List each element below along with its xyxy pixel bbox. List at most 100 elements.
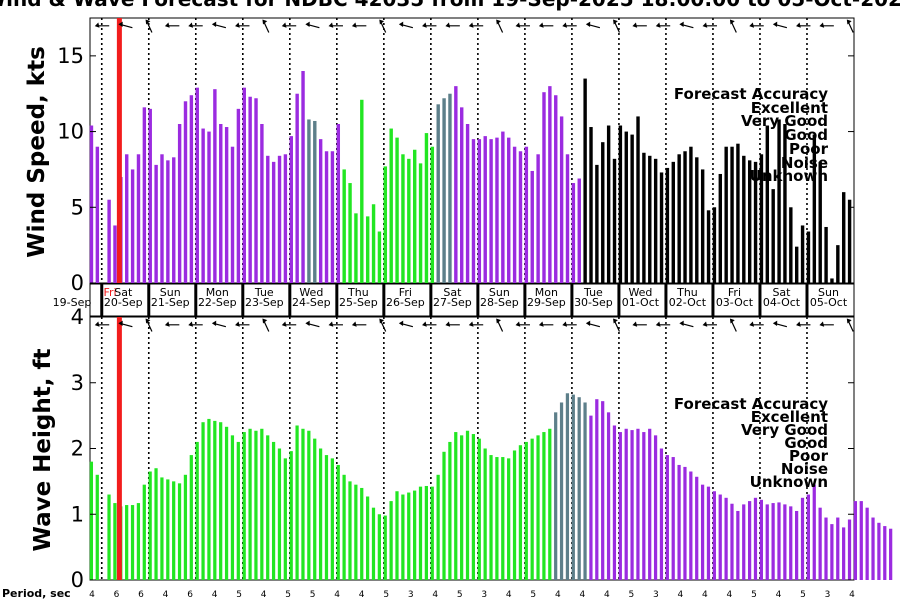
wind-arrow-icon	[749, 22, 764, 28]
wind-bar	[213, 89, 217, 284]
wind-arrow-icon	[729, 19, 737, 33]
period-value: 4	[604, 590, 610, 600]
wave-bar	[454, 432, 458, 580]
wind-arrow-icon	[211, 21, 227, 29]
wave-bar	[271, 441, 276, 580]
wind-arrow-icon	[328, 22, 343, 28]
wave-arrow-icon	[562, 321, 577, 327]
wave-bar	[665, 455, 669, 580]
wind-arrow-icon	[445, 22, 460, 28]
wind-bar	[136, 154, 141, 283]
wind-bar	[242, 87, 246, 284]
wave-bar	[742, 504, 746, 580]
wave-arrow-icon	[305, 320, 320, 328]
wave-bar	[859, 501, 863, 580]
period-value: 4	[776, 590, 782, 600]
wind-legend-good: Good	[784, 126, 828, 144]
wind-bar	[700, 169, 705, 283]
wave-bar	[371, 507, 376, 580]
wind-bar	[201, 128, 205, 283]
wind-bar	[542, 92, 546, 283]
wind-bar	[642, 152, 646, 283]
wave-bar	[659, 448, 664, 580]
day-name-label: Sun	[818, 286, 839, 299]
wave-bar	[236, 441, 240, 580]
wind-arrow-icon	[772, 21, 788, 29]
wind-bar	[389, 128, 393, 283]
wind-bar	[348, 183, 352, 283]
wind-bar	[166, 160, 170, 283]
wave-bar	[436, 474, 440, 580]
day-date-label: 04-Oct	[763, 296, 801, 309]
period-value: 6	[138, 590, 144, 600]
wave-bar	[418, 486, 423, 580]
wind-bar	[577, 178, 581, 283]
wave-bar	[847, 519, 852, 580]
day-name-label: Wed	[628, 286, 652, 299]
wave-bar	[389, 501, 393, 580]
day-date-label: 05-Oct	[810, 296, 848, 309]
day-date-label: 30-Sep	[574, 296, 613, 309]
period-value: 3	[408, 590, 414, 600]
wind-bar	[847, 199, 852, 283]
period-value: 5	[383, 590, 389, 600]
wind-bar	[313, 120, 317, 283]
wave-bar	[407, 492, 411, 580]
wind-arrow-icon	[702, 22, 717, 28]
wind-y-ticks: 0 5 10 15	[57, 44, 854, 295]
wind-bar	[401, 154, 405, 283]
wave-bar	[883, 526, 887, 580]
wind-bar	[219, 124, 223, 283]
wind-bar	[665, 167, 670, 283]
wind-bar	[154, 164, 158, 283]
wind-bar	[142, 107, 147, 283]
day-date-label: 21-Sep	[151, 296, 190, 309]
wind-arrow-icon	[188, 22, 203, 28]
wave-bar	[671, 457, 675, 580]
wave-bar	[489, 455, 493, 580]
wind-bar	[477, 139, 482, 283]
wind-legend-very-good: Very Good	[741, 112, 828, 130]
wind-bar	[483, 136, 487, 283]
wave-bar	[836, 517, 840, 580]
wave-bar	[771, 503, 775, 580]
wave-bar	[154, 468, 158, 580]
wave-bar	[318, 448, 323, 580]
day-date-label: 27-Sep	[433, 296, 472, 309]
period-value: 6	[114, 590, 120, 600]
wave-bar	[471, 434, 476, 580]
wind-bar	[747, 160, 752, 283]
wind-bar	[395, 137, 399, 283]
wave-bar	[853, 501, 858, 580]
wave-bar	[595, 399, 599, 580]
day-date-label: 22-Sep	[198, 296, 237, 309]
wind-arrow-icon	[468, 22, 484, 28]
wind-bar	[712, 207, 717, 283]
wind-bar	[601, 142, 605, 283]
wind-arrow-icon	[562, 22, 577, 28]
wave-bar	[618, 432, 622, 580]
period-value: 3	[825, 590, 831, 600]
wave-bar	[689, 471, 693, 580]
day-name-label: Thu	[676, 286, 698, 299]
wave-arrow-icon	[118, 320, 133, 328]
wind-bar	[442, 98, 446, 283]
wind-arrow-icon	[632, 22, 647, 28]
wave-arrow-icon	[164, 321, 180, 327]
wave-bar	[512, 450, 517, 580]
wind-bar	[830, 278, 834, 283]
day-name-label: Mon	[206, 286, 229, 299]
wind-bar	[777, 119, 781, 283]
wave-arrow-icon	[468, 321, 484, 327]
wind-bar	[659, 172, 664, 283]
wave-bar	[189, 455, 193, 580]
wind-bar	[224, 127, 229, 284]
wave-bar	[177, 483, 182, 580]
wind-bar	[618, 125, 623, 283]
wind-bar	[512, 146, 517, 283]
wave-bars	[89, 317, 893, 580]
wind-bar	[407, 158, 411, 283]
wind-arrow-icon	[118, 21, 133, 29]
wind-bar	[424, 133, 429, 283]
